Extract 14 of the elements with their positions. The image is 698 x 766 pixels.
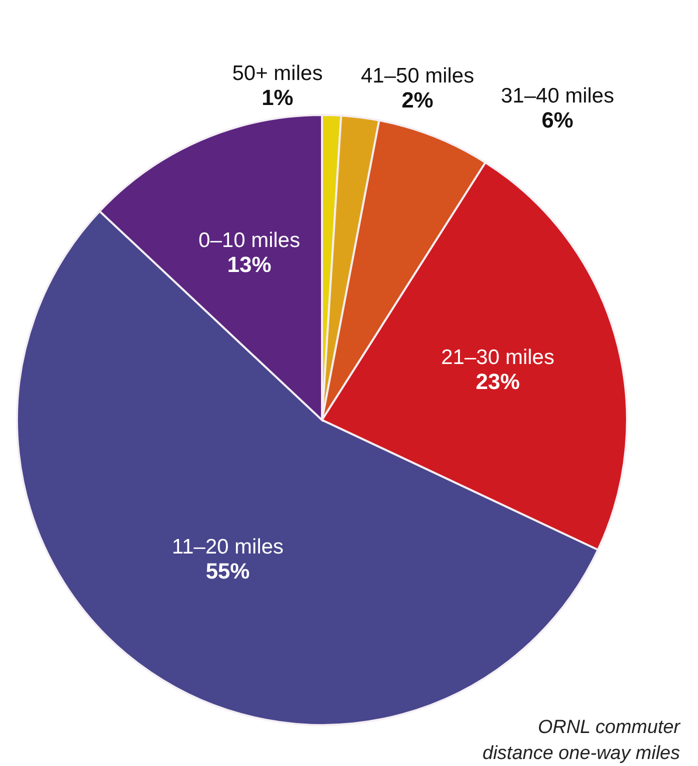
slice-label: 50+ miles bbox=[232, 62, 323, 86]
data-label: 1% bbox=[262, 85, 294, 110]
slice-label: 21–30 miles bbox=[441, 346, 554, 369]
slice-label: 41–50 miles bbox=[360, 64, 474, 88]
data-label: 6% bbox=[542, 107, 574, 132]
text: ORNL commuter bbox=[538, 717, 681, 738]
text: distance one-way miles bbox=[482, 743, 680, 764]
slice-label: 0–10 miles bbox=[198, 229, 300, 252]
data-label: 55% bbox=[206, 558, 250, 584]
data-label: 23% bbox=[476, 368, 520, 394]
slice-label: 11–20 miles bbox=[172, 536, 284, 559]
data-label: 2% bbox=[402, 88, 434, 113]
slice-label: 31–40 miles bbox=[500, 84, 614, 108]
data-label: 13% bbox=[227, 252, 272, 278]
